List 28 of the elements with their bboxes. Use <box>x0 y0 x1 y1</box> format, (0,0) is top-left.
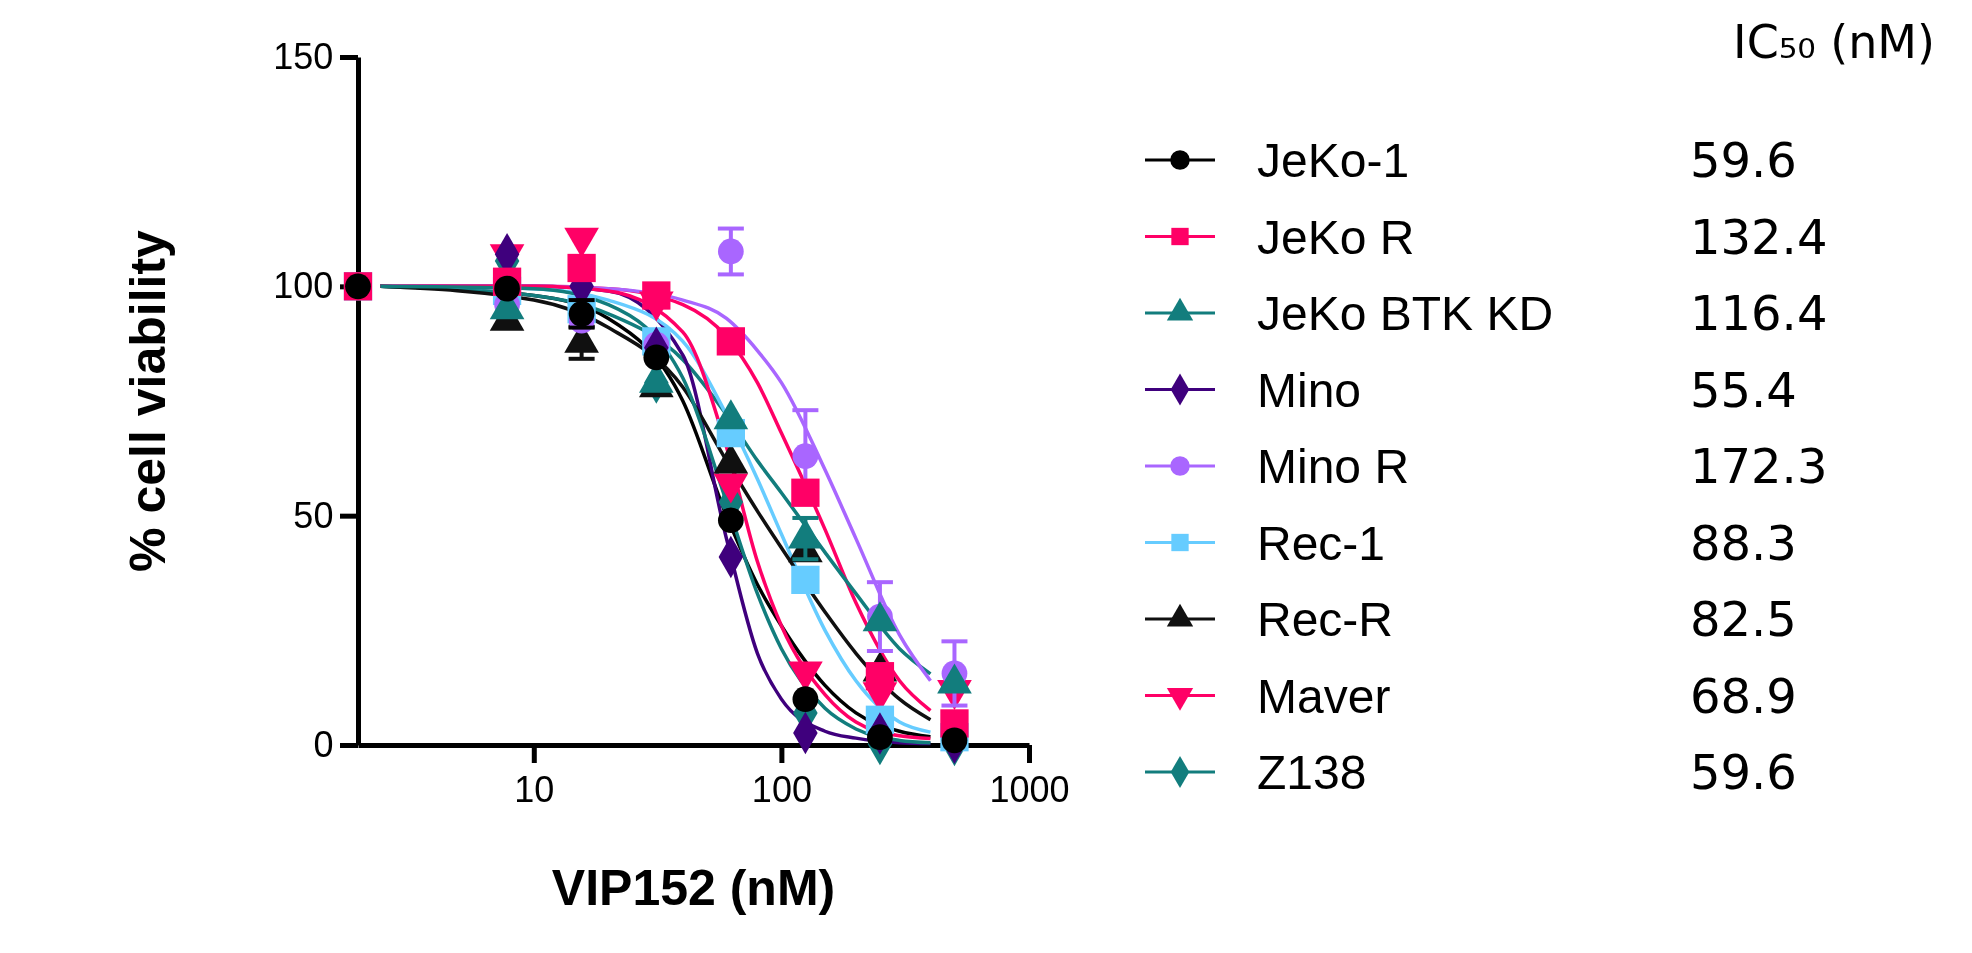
text: 116.4 <box>1690 285 1828 341</box>
text: 59.6 <box>1690 744 1797 800</box>
legend-label: Z138 <box>1257 746 1367 799</box>
text: 172.3 <box>1690 438 1828 494</box>
y-tick-label: 0 <box>313 724 334 766</box>
y-tick-label: 100 <box>273 265 334 307</box>
legend-label: Maver <box>1257 669 1391 723</box>
text: 132.4 <box>1690 208 1828 265</box>
y-axis-title: % cell viability <box>120 229 176 572</box>
x-tick-label: 10 <box>514 769 555 810</box>
text: 55.4 <box>1690 361 1797 418</box>
y-tick-label: 50 <box>293 494 334 536</box>
text: 88.3 <box>1690 514 1797 571</box>
legend-label: JeKo BTK KD <box>1257 287 1554 340</box>
x-tick-label: 1000 <box>989 769 1070 810</box>
text: 68.9 <box>1690 667 1797 724</box>
x-tick-label: 100 <box>751 769 812 810</box>
y-tick-label: 150 <box>273 36 334 78</box>
legend-label: JeKo-1 <box>1257 134 1410 187</box>
x-axis-title: VIP152 (nM) <box>551 860 836 916</box>
text: 59.6 <box>1690 132 1797 188</box>
text: 82.5 <box>1690 591 1797 647</box>
legend-label: Mino <box>1257 363 1362 417</box>
legend-label: Rec-R <box>1257 593 1394 646</box>
legend-label: Rec-1 <box>1257 516 1386 570</box>
legend-title: IC₅₀ (nM) <box>1733 15 1935 69</box>
legend-label: Mino R <box>1257 440 1410 493</box>
legend-label: JeKo R <box>1257 210 1415 264</box>
